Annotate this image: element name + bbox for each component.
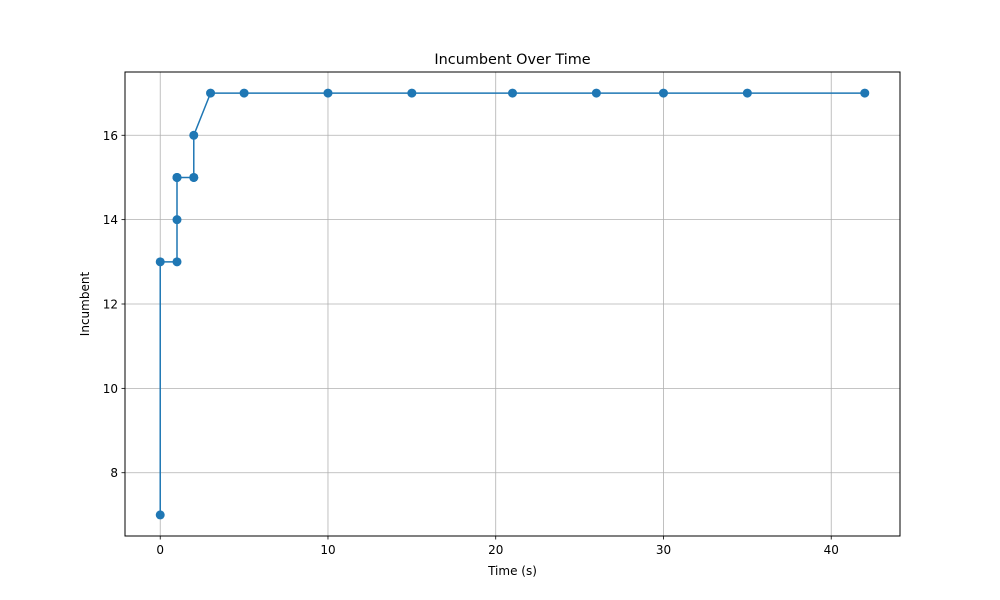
series [155,88,870,520]
y-tick-label: 14 [103,213,118,227]
chart-title: Incumbent Over Time [434,52,590,68]
data-point [407,88,417,98]
data-point [172,215,182,225]
data-point [206,88,216,98]
grid [125,72,900,536]
x-tick-label: 0 [156,543,164,557]
data-point [591,88,601,98]
x-tick-label: 20 [488,543,503,557]
data-point [658,88,668,98]
x-axis-title: Time (s) [487,564,537,578]
y-tick-label: 12 [103,298,118,312]
data-point [155,257,165,267]
data-point [155,510,165,520]
y-axis-title: Incumbent [78,272,92,337]
data-point [189,172,199,182]
y-tick-label: 8 [110,466,118,480]
x-tick-label: 40 [824,543,839,557]
x-tick-label: 10 [320,543,335,557]
series-line [159,92,865,515]
y-tick-label: 10 [103,382,118,396]
y-tick-label: 16 [103,129,118,143]
data-point [860,88,870,98]
data-point [323,88,333,98]
data-point [508,88,517,98]
data-point [239,88,249,98]
data-point [742,88,752,98]
data-point [172,257,182,267]
ticks: 0 10 20 30 40 8 10 12 14 16 [103,129,839,557]
data-point [189,130,199,140]
x-tick-label: 30 [656,543,671,557]
data-point [172,172,182,182]
